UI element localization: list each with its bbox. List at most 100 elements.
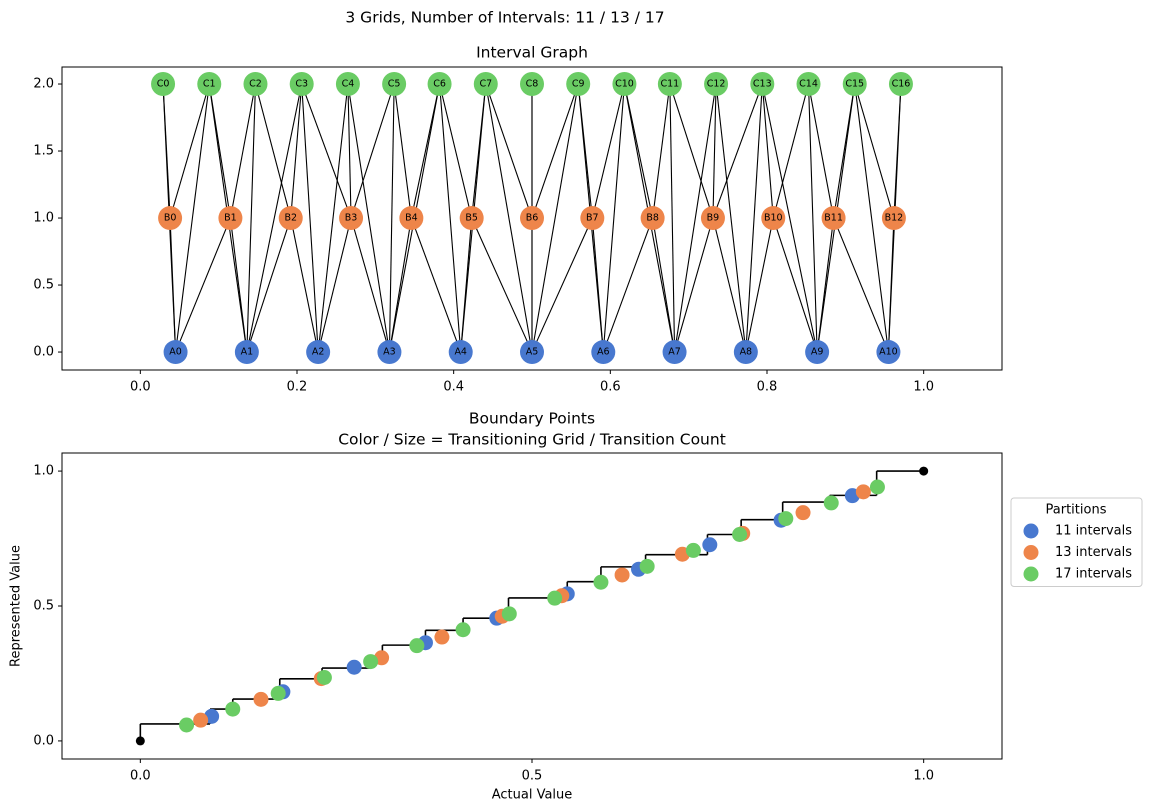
boundary-point: [193, 712, 209, 728]
boundary-point: [253, 691, 269, 707]
edge: [854, 83, 889, 353]
node-label: C7: [479, 79, 492, 90]
edge: [485, 83, 533, 219]
node: [520, 340, 544, 365]
node-label: B7: [586, 213, 599, 224]
boundary-point: [795, 505, 811, 521]
endpoint: [919, 466, 929, 476]
plot-frame: [61, 66, 1003, 371]
node: [289, 72, 314, 97]
legend-label: 13 intervals: [1055, 545, 1132, 560]
edge: [471, 217, 533, 353]
node-label: A6: [597, 347, 610, 358]
edge: [350, 217, 390, 353]
edge: [301, 83, 352, 219]
node: [339, 206, 364, 231]
edge: [254, 83, 292, 219]
boundary-point: [346, 659, 362, 675]
boundary-point: [685, 542, 701, 558]
node-label: C2: [249, 79, 262, 90]
node-label: B8: [646, 213, 659, 224]
node-label: A8: [740, 347, 753, 358]
x-tick-label: 0.2: [287, 380, 308, 395]
edge: [246, 83, 303, 353]
node: [278, 206, 303, 231]
node: [750, 72, 775, 97]
node: [459, 206, 484, 231]
boundary-point: [614, 567, 630, 583]
node-label: A1: [241, 347, 254, 358]
node-label: A2: [312, 347, 325, 358]
node: [197, 72, 222, 97]
node-label: C13: [753, 79, 772, 90]
node-label: B5: [465, 213, 478, 224]
edge: [833, 217, 889, 353]
x-tick-label: 0.4: [443, 380, 464, 395]
x-tick-label: 0.8: [757, 380, 778, 395]
node-label: B4: [405, 213, 418, 224]
x-tick-label: 0.0: [130, 769, 151, 784]
boundary-point: [363, 654, 379, 670]
edge: [347, 83, 390, 353]
boundary-point: [855, 484, 871, 500]
node: [566, 72, 591, 97]
boundary-point: [455, 622, 471, 638]
boundary-point: [179, 717, 195, 733]
node: [335, 72, 360, 97]
edge: [350, 83, 395, 219]
node: [640, 206, 665, 231]
edge: [290, 217, 319, 353]
node: [520, 72, 544, 97]
node-label: B10: [764, 213, 783, 224]
y-tick-label: 0.5: [33, 599, 54, 614]
node: [306, 340, 331, 365]
node: [580, 206, 605, 231]
x-axis-label: Actual Value: [492, 788, 573, 803]
node-label: B1: [224, 213, 237, 224]
edge: [807, 84, 818, 353]
node: [881, 206, 906, 231]
chart-title: Boundary Points: [469, 410, 595, 428]
edge: [602, 217, 654, 353]
x-tick-label: 0.0: [130, 380, 151, 395]
node: [427, 72, 452, 97]
endpoint: [135, 736, 145, 746]
boundary-point: [823, 495, 839, 511]
edge: [531, 83, 579, 219]
edge: [674, 83, 717, 353]
node: [842, 72, 867, 97]
node-label: C8: [526, 79, 539, 90]
node: [473, 72, 498, 97]
edge: [347, 84, 352, 219]
edge: [772, 217, 818, 353]
node-label: A5: [526, 347, 539, 358]
node: [234, 340, 259, 365]
boundary-point: [869, 479, 885, 495]
node-label: C12: [707, 79, 726, 90]
node-label: B2: [284, 213, 297, 224]
node: [382, 72, 407, 97]
node: [662, 340, 687, 365]
node: [243, 72, 268, 97]
node: [163, 340, 188, 365]
node-label: B6: [526, 213, 539, 224]
edge: [761, 83, 818, 353]
node-label: C3: [295, 79, 308, 90]
edge: [393, 83, 412, 219]
legend-box: [1010, 497, 1143, 587]
node-label: C6: [433, 79, 446, 90]
boundary-point: [270, 685, 286, 701]
x-tick-label: 0.6: [600, 380, 621, 395]
node-label: C4: [342, 79, 355, 90]
x-tick-label: 1.0: [913, 380, 934, 395]
edge: [674, 217, 714, 353]
edge: [745, 217, 774, 353]
node: [761, 206, 786, 231]
node-label: C9: [572, 79, 585, 90]
legend-title: Partitions: [1046, 503, 1107, 518]
edge: [317, 217, 352, 353]
node: [821, 206, 846, 231]
legend-marker: [1023, 523, 1039, 539]
node-label: C11: [660, 79, 679, 90]
